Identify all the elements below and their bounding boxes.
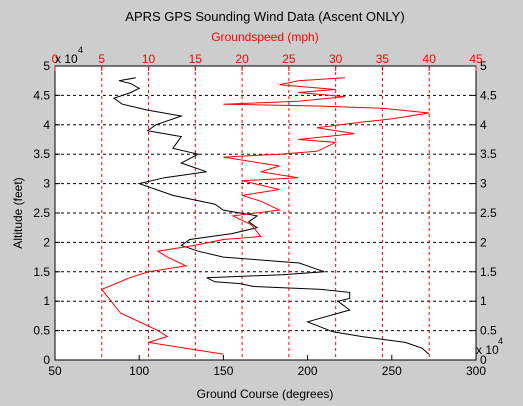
x2-tick-label: 25	[282, 52, 296, 66]
left-y-multiplier: x 10 4	[55, 45, 83, 66]
y-tick-label-right: 1	[480, 294, 487, 308]
y-tick-label-left: 3	[43, 177, 50, 191]
bottom-axis-label: Ground Course (degrees)	[197, 387, 334, 401]
top-axis-label: Groundspeed (mph)	[211, 30, 318, 44]
y-tick-label-left: 4	[43, 118, 50, 132]
y-tick-label-left: 2	[43, 235, 50, 249]
y-tick-label-right: 3	[480, 177, 487, 191]
x-tick-label: 300	[466, 364, 486, 378]
tick-layer: 0 0 0.5 0.5 1 1 1.5 1.5 2 2 2.5 2.5 3 3 3.5 3.5 4 4 4.5 4.5…	[33, 52, 497, 378]
left-y-multiplier-base: x 10	[55, 52, 78, 66]
left-y-multiplier-exp: 4	[78, 45, 83, 55]
x-tick-label: 50	[48, 364, 62, 378]
y-tick-label-left: 0.5	[33, 324, 50, 338]
series-layer	[100, 77, 430, 355]
y-tick-label-right: 4.5	[480, 88, 497, 102]
left-axis-label: Altitude (feet)	[11, 177, 25, 248]
right-y-multiplier-exp: 4	[498, 336, 503, 346]
y-tick-label-left: 0	[43, 353, 50, 367]
x2-tick-label: 0	[52, 52, 59, 66]
ground-course-line	[112, 77, 430, 355]
y-tick-label-left: 2.5	[33, 206, 50, 220]
y-tick-label-right: 0	[480, 353, 487, 367]
right-y-multiplier-base: x 10	[476, 343, 499, 357]
x2-tick-label: 10	[142, 52, 156, 66]
y-tick-label-left: 4.5	[33, 88, 50, 102]
x-tick-label: 200	[298, 364, 318, 378]
x2-tick-label: 15	[189, 52, 203, 66]
chart-title: APRS GPS Sounding Wind Data (Ascent ONLY…	[125, 9, 404, 24]
x2-tick-label: 40	[423, 52, 437, 66]
y-tick-label-right: 2.5	[480, 206, 497, 220]
grid-layer	[55, 66, 476, 360]
x-tick-label: 250	[382, 364, 402, 378]
y-tick-label-right: 5	[480, 59, 487, 73]
y-tick-label-left: 1	[43, 294, 50, 308]
x-tick-label: 150	[213, 364, 233, 378]
y-tick-label-left: 1.5	[33, 265, 50, 279]
right-y-multiplier: x 10 4	[476, 336, 503, 357]
y-tick-label-right: 4	[480, 118, 487, 132]
y-tick-label-left: 3.5	[33, 147, 50, 161]
y-tick-label-right: 0.5	[480, 324, 497, 338]
x2-tick-label: 5	[98, 52, 105, 66]
x2-tick-label: 45	[469, 52, 483, 66]
y-tick-label-right: 2	[480, 235, 487, 249]
x-tick-label: 100	[129, 364, 149, 378]
x2-tick-label: 20	[235, 52, 249, 66]
y-tick-label-right: 3.5	[480, 147, 497, 161]
groundspeed-line	[100, 77, 430, 355]
x2-tick-label: 30	[329, 52, 343, 66]
y-tick-label-left: 5	[43, 59, 50, 73]
y-tick-label-right: 1.5	[480, 265, 497, 279]
x2-tick-label: 35	[376, 52, 390, 66]
